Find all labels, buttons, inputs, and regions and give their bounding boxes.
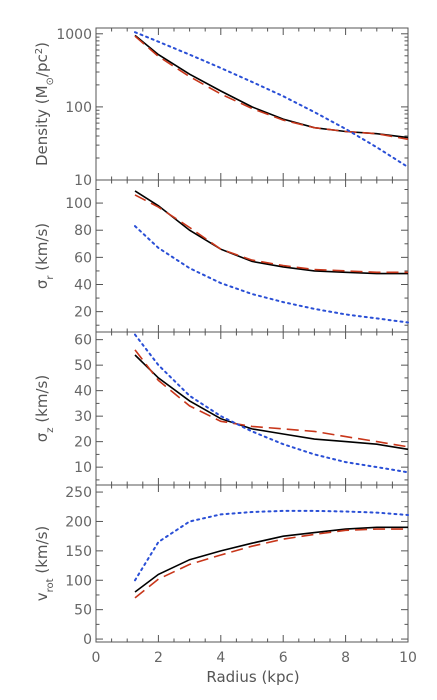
panel-3: 10 20 30 40 50 60 σz (km/s) — [33, 331, 409, 486]
y-tick-label: 20 — [74, 435, 92, 451]
x-tick-label: 4 — [216, 650, 225, 666]
y-tick-label: 50 — [74, 603, 92, 619]
series-line-solid — [134, 354, 409, 451]
y-tick-label: 100 — [65, 100, 92, 116]
series-line-solid — [134, 526, 408, 593]
y-tick-label: 100 — [65, 573, 92, 589]
series-line-dotted — [134, 225, 409, 324]
y-axis-label: σz (km/s) — [33, 375, 56, 442]
series-line-dashed — [134, 35, 409, 141]
panel-frame — [95, 179, 409, 333]
y-axis-label: σr (km/s) — [33, 223, 56, 289]
x-tick-label: 2 — [154, 650, 163, 666]
series-line-solid — [134, 190, 408, 275]
x-tick-label: 0 — [92, 650, 101, 666]
y-tick-label: 60 — [74, 250, 92, 266]
series-line-dotted — [134, 333, 409, 474]
y-tick-label: 60 — [74, 333, 92, 349]
y-axis-label: vrot (km/s) — [33, 526, 56, 601]
series-line-dashed — [134, 528, 408, 599]
y-tick-label: 200 — [65, 514, 92, 530]
series-line-dotted — [134, 509, 409, 582]
y-tick-label: 0 — [83, 632, 92, 648]
x-tick-label: 6 — [279, 650, 288, 666]
panel-2: 20 40 60 80 100 σr (km/s) — [33, 179, 409, 333]
series-line-dotted — [134, 31, 409, 169]
y-tick-label: 40 — [74, 384, 92, 400]
y-tick-label: 10 — [74, 460, 92, 476]
y-tick-label: 250 — [65, 485, 92, 501]
panel-frame — [95, 27, 409, 181]
y-tick-label: 150 — [65, 544, 92, 560]
y-tick-label: 20 — [74, 305, 92, 321]
panel-4: 0 50 100 150 200 250 vrot (km/s) 0 2 4 6 8 10 — [33, 484, 417, 666]
y-tick-label: 30 — [74, 409, 92, 425]
y-tick-label: 80 — [74, 223, 92, 239]
series-line-dashed — [134, 194, 408, 274]
y-tick-label: 50 — [74, 358, 92, 374]
y-tick-label: 1000 — [56, 27, 92, 43]
series-line-solid — [134, 34, 409, 139]
x-axis-label: Radius (kpc) — [206, 668, 299, 686]
y-tick-label: 100 — [65, 196, 92, 212]
y-tick-label: 10 — [74, 173, 92, 189]
series-line-dashed — [134, 349, 409, 448]
panel-frame — [95, 484, 409, 643]
y-axis-label: Density (M⊙/pc2) — [33, 42, 56, 166]
x-tick-label: 10 — [399, 650, 417, 666]
panel-frame — [95, 331, 409, 486]
x-tick-label: 8 — [341, 650, 350, 666]
y-tick-label: 40 — [74, 278, 92, 294]
